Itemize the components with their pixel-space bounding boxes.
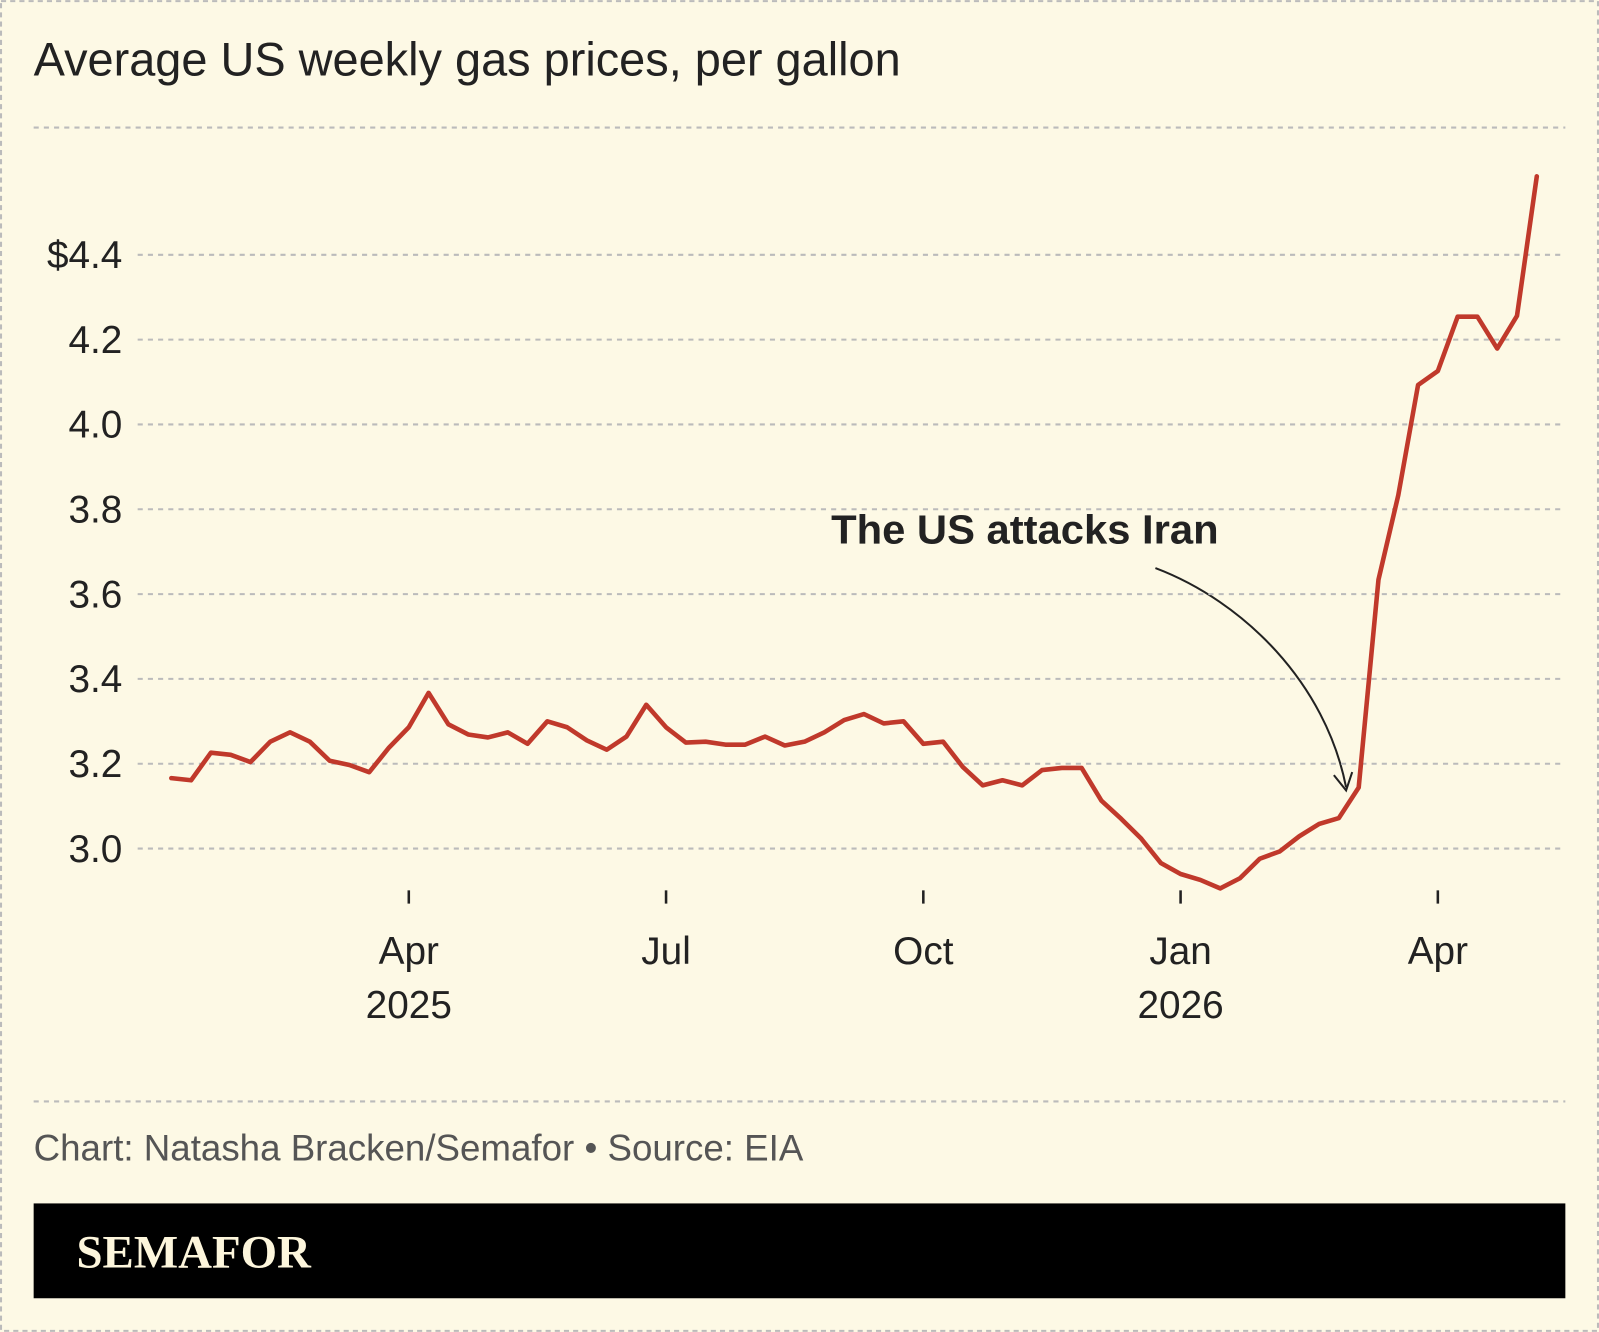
y-tick-label: 3.6 bbox=[68, 573, 122, 616]
y-tick-label: $4.4 bbox=[47, 234, 122, 277]
annotation-arrow bbox=[1155, 567, 1348, 788]
brand-bar bbox=[33, 1203, 1566, 1299]
y-tick-label: 3.2 bbox=[68, 743, 122, 786]
credit: Chart: Natasha Bracken/Semafor • Source:… bbox=[34, 1128, 804, 1169]
chart-title: Average US weekly gas prices, per gallon bbox=[34, 34, 901, 86]
x-tick-label: Jul bbox=[641, 930, 691, 973]
y-tick-label: 4.0 bbox=[68, 404, 122, 447]
x-tick-year: 2026 bbox=[1137, 984, 1223, 1027]
x-tick-label: Oct bbox=[893, 930, 954, 973]
y-tick-label: 3.4 bbox=[68, 658, 122, 701]
arrow-head bbox=[1333, 771, 1354, 793]
price-line bbox=[169, 174, 1540, 891]
y-tick-label: 3.8 bbox=[68, 489, 122, 532]
x-tick-label: Apr bbox=[1408, 930, 1468, 973]
x-tick-label: Apr bbox=[379, 930, 439, 973]
brand-logo: SEMAFOR bbox=[76, 1227, 312, 1279]
y-tick-label: 3.0 bbox=[68, 828, 122, 871]
y-tick-label: 4.2 bbox=[68, 319, 122, 362]
annotation: The US attacks Iran bbox=[831, 507, 1219, 553]
x-tick-year: 2025 bbox=[366, 984, 452, 1027]
x-tick-label: Jan bbox=[1149, 930, 1211, 973]
